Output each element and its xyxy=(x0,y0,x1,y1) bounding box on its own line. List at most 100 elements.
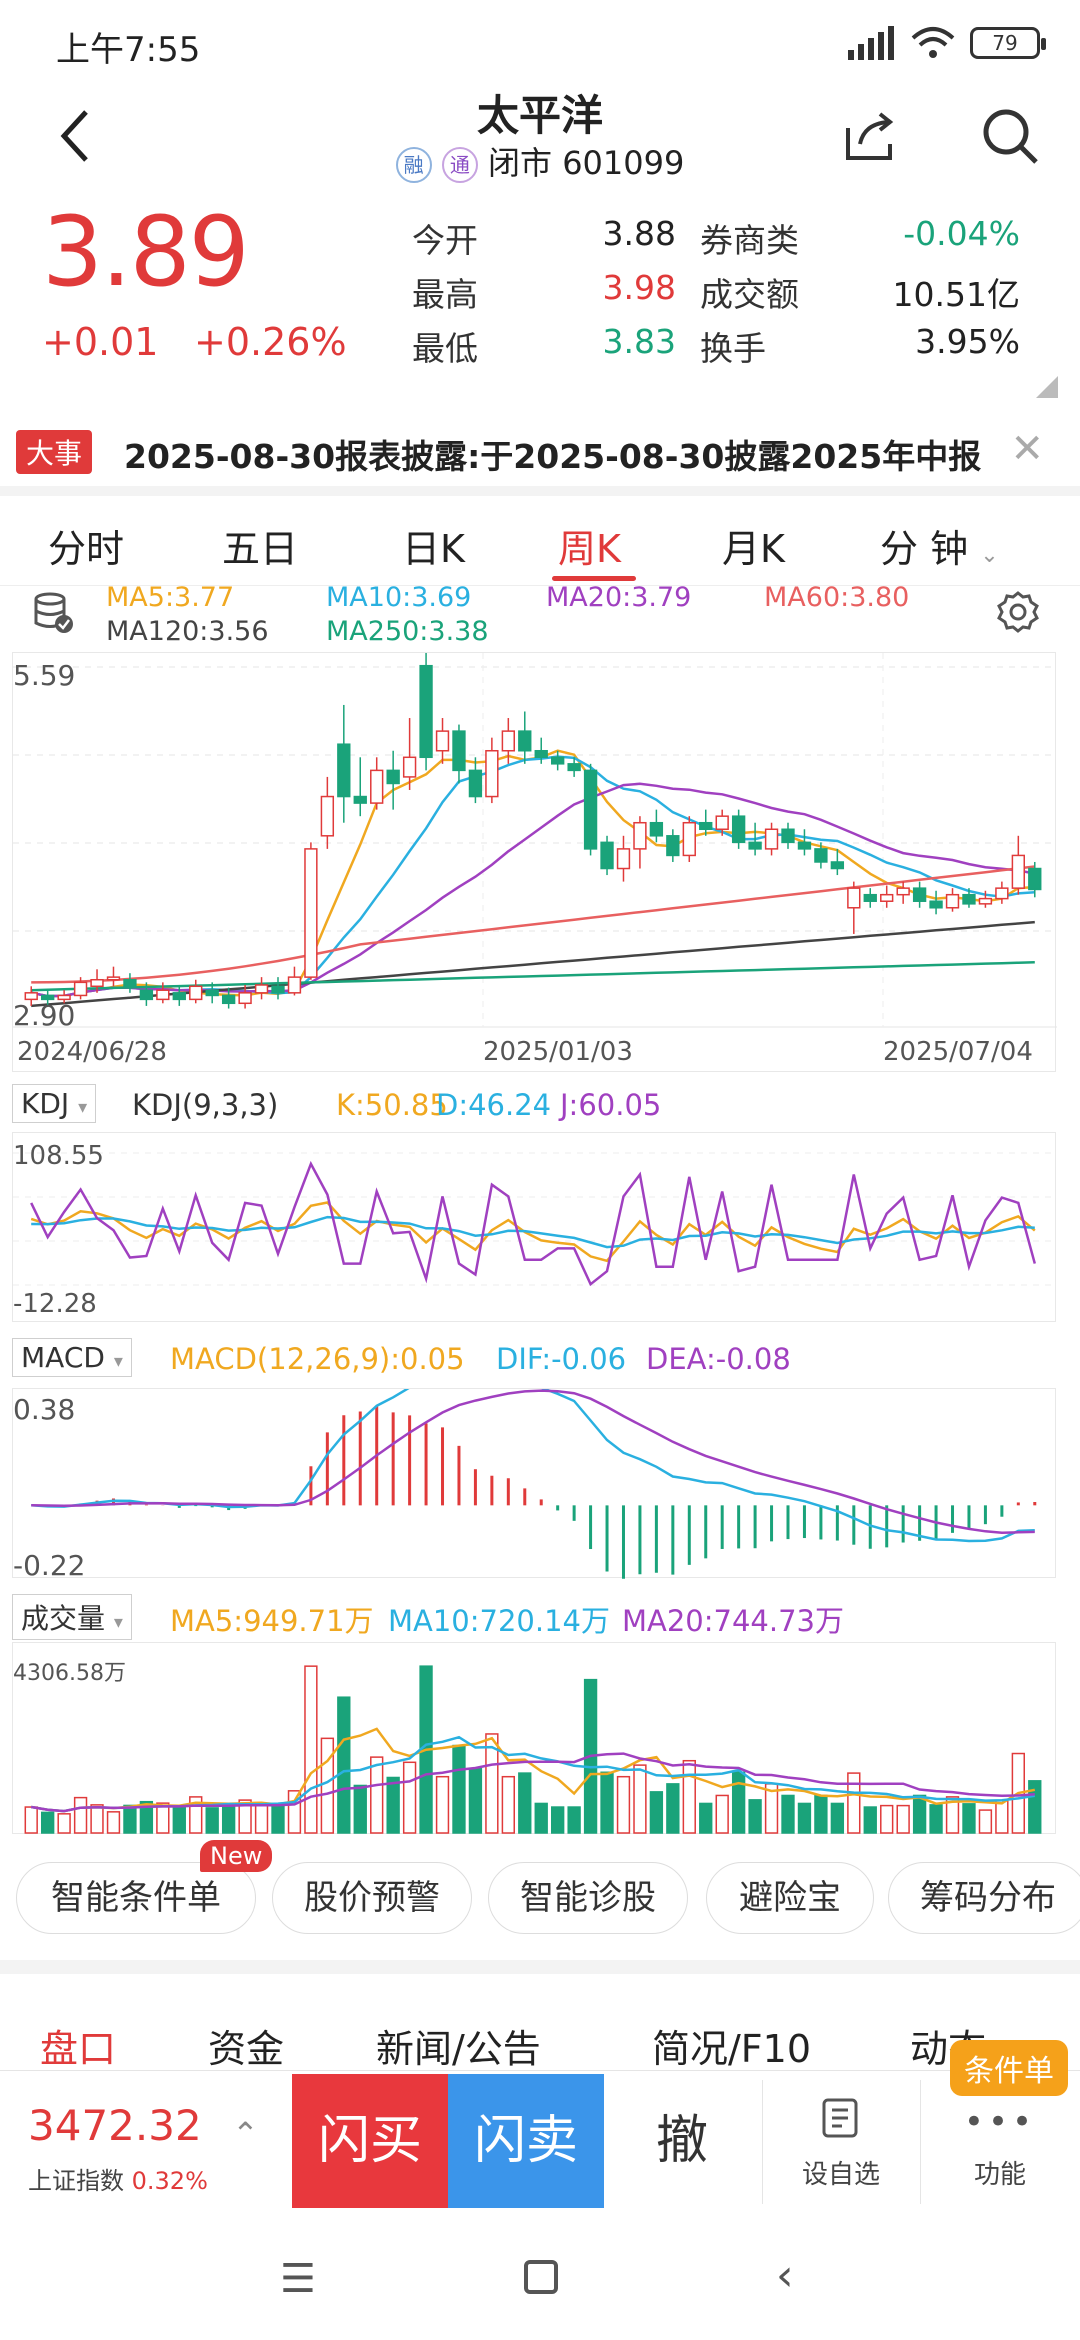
candle-body xyxy=(830,861,845,870)
volume-bar xyxy=(896,1804,910,1834)
tab-profile[interactable]: 简况/F10 xyxy=(652,2027,812,2071)
add-watchlist-label: 设自选 xyxy=(801,2160,880,2190)
kdj-j: J:60.05 xyxy=(560,1088,662,1122)
tab-daily-k[interactable]: 日K xyxy=(402,527,465,571)
macd-selector[interactable]: MACD ▾ xyxy=(12,1338,132,1377)
kline-svg xyxy=(13,652,1057,1028)
volume-selector[interactable]: 成交量 ▾ xyxy=(12,1594,132,1640)
tab-weekly-k[interactable]: 周K xyxy=(558,527,621,571)
more-functions-button[interactable]: ••• 功能 xyxy=(920,2074,1080,2208)
volume-axis-top: 4306.58万 xyxy=(13,1661,126,1686)
index-name: 上证指数 xyxy=(28,2167,124,2195)
candle-body xyxy=(847,887,861,909)
kline-chart[interactable]: 5.59 2.90 2024/06/28 2025/01/03 2025/07/… xyxy=(12,652,1057,1072)
share-icon[interactable] xyxy=(840,108,900,164)
active-tab-indicator xyxy=(552,576,636,581)
menu-icon[interactable]: ☰ xyxy=(280,2256,316,2302)
quote-value: 3.83 xyxy=(602,322,676,361)
kdj-j-line xyxy=(30,1160,1037,1287)
candle-body xyxy=(1011,854,1025,889)
tab-5day[interactable]: 五日 xyxy=(222,527,299,571)
hedge-button[interactable]: 避险宝 xyxy=(706,1862,874,1934)
candle-body xyxy=(370,769,384,804)
section-tabs: 盘口 资金 新闻/公告 简况/F10 动态 xyxy=(0,1960,1080,2071)
stock-subtitle: 融 通 闭市 601099 xyxy=(0,138,1080,184)
tab-funds[interactable]: 资金 xyxy=(208,2027,285,2071)
add-watchlist-button[interactable]: 设自选 xyxy=(762,2074,920,2208)
chevron-down-icon: ▾ xyxy=(113,1351,123,1372)
volume-chart[interactable]: 4306.58万 xyxy=(12,1642,1056,1834)
quick-sell-button[interactable]: 闪卖 xyxy=(448,2074,604,2208)
chevron-up-icon[interactable]: ⌃ xyxy=(232,2115,259,2153)
candle-body xyxy=(748,841,762,850)
event-banner[interactable]: 大事 2025-08-30报表披露:于2025-08-30披露2025年中报 ✕ xyxy=(0,408,1080,496)
new-badge: New xyxy=(200,1840,273,1872)
tab-monthly-k[interactable]: 月K xyxy=(722,527,785,571)
event-text: 2025-08-30报表披露:于2025-08-30披露2025年中报 xyxy=(124,437,982,476)
macd-chart[interactable]: 0.38 -0.22 xyxy=(12,1372,1056,1582)
home-icon[interactable] xyxy=(524,2260,558,2294)
volume-bar xyxy=(929,1804,943,1834)
volume-bar xyxy=(221,1803,236,1834)
candle-body xyxy=(896,887,910,896)
volume-bar xyxy=(781,1794,795,1834)
volume-svg xyxy=(24,1665,1042,1834)
margin-badge: 融 xyxy=(395,147,432,183)
date-tick: 2024/06/28 xyxy=(17,1037,167,1067)
volume-ma5-line xyxy=(30,1727,1036,1813)
divider xyxy=(762,2080,763,2204)
volume-bar xyxy=(797,1802,812,1834)
candle-body xyxy=(254,984,269,994)
chip-distribution-button[interactable]: 筹码分布 xyxy=(888,1862,1080,1934)
volume-bar xyxy=(468,1767,483,1834)
kdj-d: D:46.24 xyxy=(436,1088,552,1122)
tab-order-book[interactable]: 盘口 xyxy=(40,2027,117,2071)
cancel-order-button[interactable]: 撤 xyxy=(604,2074,760,2208)
kline-axis-bottom: 2.90 xyxy=(13,999,76,1032)
settings-gear-icon[interactable] xyxy=(996,590,1040,634)
quick-buy-button[interactable]: 闪买 xyxy=(292,2074,448,2208)
smart-order-button[interactable]: 智能条件单 xyxy=(16,1862,256,1934)
close-icon[interactable]: ✕ xyxy=(1010,426,1044,472)
candle-body xyxy=(402,756,417,778)
wifi-icon xyxy=(911,27,955,58)
tab-intraday[interactable]: 分时 xyxy=(48,527,125,571)
macd-axis-top: 0.38 xyxy=(13,1393,76,1426)
expand-corner-icon[interactable] xyxy=(1036,376,1058,398)
tab-minute[interactable]: 分 钟 ⌄ xyxy=(880,518,999,573)
candle-body xyxy=(337,743,351,798)
candle-body xyxy=(699,821,713,831)
quote-value: 3.95% xyxy=(915,322,1020,361)
smart-diagnosis-button[interactable]: 智能诊股 xyxy=(488,1862,688,1934)
kdj-k: K:50.85 xyxy=(336,1088,448,1122)
back-icon[interactable] xyxy=(56,106,96,166)
volume-bar xyxy=(435,1775,450,1834)
kdj-selector[interactable]: KDJ ▾ xyxy=(12,1084,97,1123)
quote-label: 最低 xyxy=(412,329,478,368)
index-value[interactable]: 3472.32 xyxy=(28,2101,202,2150)
candle-body xyxy=(731,815,746,844)
candle-body xyxy=(320,795,335,837)
search-icon[interactable] xyxy=(980,106,1040,166)
volume-ma5: MA5:949.71万 xyxy=(170,1604,374,1638)
quote-value: -0.04% xyxy=(903,214,1020,253)
candle-body xyxy=(287,976,302,994)
condition-order-badge[interactable]: 条件单 xyxy=(950,2040,1068,2096)
price-alert-button[interactable]: 股价预警 xyxy=(272,1862,472,1934)
stock-name: 太平洋 xyxy=(476,91,603,140)
tab-news[interactable]: 新闻/公告 xyxy=(376,2027,541,2071)
ma5-line xyxy=(30,749,1035,998)
macd-dea-line xyxy=(31,1389,1035,1534)
candle-body xyxy=(419,664,433,759)
database-icon[interactable] xyxy=(30,590,76,636)
chevron-down-icon: ⌄ xyxy=(980,543,999,568)
candle-body xyxy=(41,994,55,1001)
volume-ma10: MA10:720.14万 xyxy=(388,1604,611,1638)
volume-bar xyxy=(682,1759,696,1834)
signal-icon xyxy=(848,26,894,60)
candle-body xyxy=(781,828,795,844)
volume-bar xyxy=(287,1790,302,1834)
back-nav-icon[interactable]: ‹ xyxy=(776,2250,794,2301)
kdj-chart[interactable]: 108.55 -12.28 xyxy=(12,1132,1057,1322)
period-tabs: 分时 五日 日K 周K 月K 分 钟 ⌄ xyxy=(0,500,1080,586)
